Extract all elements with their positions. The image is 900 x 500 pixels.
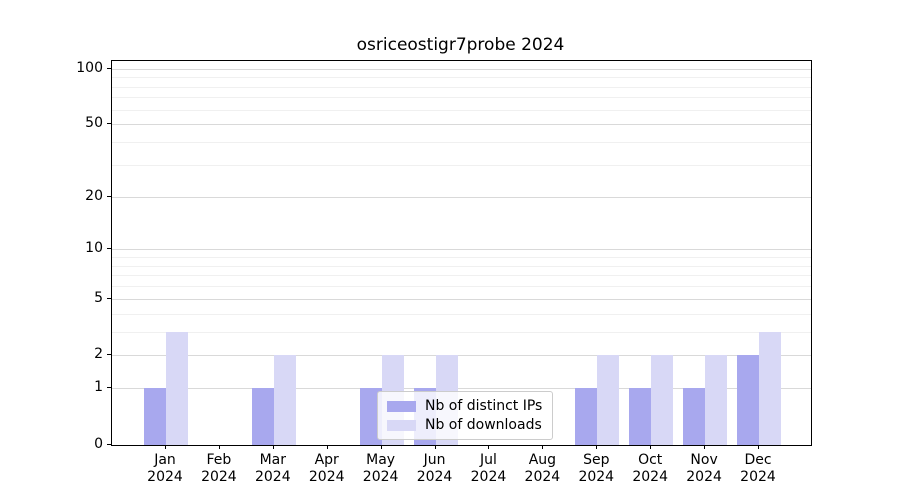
y-tick-mark [107,297,111,299]
major-gridline [112,249,811,251]
y-tick-label-100: 100 [76,59,103,76]
x-tick-label-apr: Apr 2024 [295,452,359,486]
x-tick-year: 2024 [416,469,453,485]
bar-dec-s1 [758,331,781,445]
legend-label-distinct-ips: Nb of distinct IPs [425,398,543,414]
y-tick-mark [107,354,111,356]
x-tick-label-feb: Feb 2024 [187,452,251,486]
y-tick-label-10: 10 [85,240,103,257]
x-tick-mark [596,445,598,449]
x-tick-year: 2024 [740,469,776,485]
minor-gridline [112,142,811,144]
legend-swatch-distinct-ips [387,400,416,412]
y-tick-label-50: 50 [85,115,103,132]
y-tick-mark [107,67,111,69]
x-tick-label-nov: Nov 2024 [672,452,736,486]
minor-gridline [112,313,811,315]
major-gridline [112,124,811,126]
x-tick-year: 2024 [686,469,722,485]
x-tick-year: 2024 [308,469,345,485]
bar-jan-s1 [166,331,188,445]
x-tick-label-jan: Jan 2024 [133,452,197,486]
minor-gridline [112,86,811,88]
x-tick-mark [434,445,436,449]
major-gridline [112,355,811,357]
x-tick-label-dec: Dec 2024 [726,452,790,486]
bar-dec-s0 [736,355,759,445]
major-gridline [112,298,811,300]
x-tick-year: 2024 [578,469,615,485]
x-tick-year: 2024 [201,469,237,485]
x-tick-mark [326,445,328,449]
x-tick-label-oct: Oct 2024 [618,452,682,486]
y-tick-label-2: 2 [94,346,103,363]
x-tick-label-jun: Jun 2024 [403,452,467,486]
major-gridline [112,68,811,70]
bar-mar-s1 [273,355,296,445]
x-tick-mark [650,445,652,449]
x-tick-year: 2024 [147,469,183,485]
minor-gridline [112,165,811,166]
x-tick-mark [704,445,706,449]
minor-gridline [112,97,811,99]
minor-gridline [112,265,811,267]
minor-gridline [112,286,811,288]
x-tick-label-jul: Jul 2024 [456,452,520,486]
major-gridline [112,196,811,198]
x-tick-year: 2024 [524,469,561,485]
y-tick-label-1: 1 [94,379,103,396]
x-tick-label-sep: Sep 2024 [564,452,628,486]
minor-gridline [112,257,811,259]
y-tick-label-5: 5 [94,289,103,306]
x-tick-year: 2024 [470,469,507,485]
bar-jan-s0 [144,388,166,445]
y-tick-mark [107,195,111,197]
minor-gridline [112,275,811,277]
x-tick-mark [272,445,274,449]
x-tick-mark [542,445,544,449]
chart-title: osriceostigr7probe 2024 [356,35,565,55]
x-tick-year: 2024 [254,469,291,485]
y-tick-mark [107,387,111,389]
x-tick-mark [380,445,382,449]
minor-gridline [112,331,811,333]
x-tick-mark [757,445,759,449]
bar-may-s0 [359,388,382,445]
legend: Nb of distinct IPs Nb of downloads [377,391,554,440]
y-tick-mark [107,248,111,250]
bar-sep-s1 [597,355,620,445]
minor-gridline [112,109,811,111]
bar-nov-s1 [705,355,728,445]
bar-oct-s0 [629,388,652,445]
plot-area: Nb of distinct IPs Nb of downloads [111,60,812,446]
y-tick-label-20: 20 [85,187,103,204]
x-tick-label-mar: Mar 2024 [241,452,305,486]
legend-item-distinct-ips: Nb of distinct IPs [387,398,542,414]
bar-mar-s0 [251,388,274,445]
x-tick-mark [488,445,490,449]
legend-swatch-downloads [387,419,416,431]
y-tick-mark [107,123,111,125]
x-tick-label-aug: Aug 2024 [510,452,574,486]
bar-oct-s1 [651,355,674,445]
x-tick-label-may: May 2024 [349,452,413,486]
x-tick-mark [165,445,166,449]
legend-item-downloads: Nb of downloads [387,417,542,433]
major-gridline [112,388,811,390]
x-tick-mark [218,445,220,449]
minor-gridline [112,77,811,79]
y-tick-label-0: 0 [94,436,103,452]
bar-nov-s0 [683,388,706,445]
legend-label-downloads: Nb of downloads [425,417,542,433]
bar-sep-s0 [575,388,598,445]
x-tick-year: 2024 [632,469,668,485]
x-tick-year: 2024 [362,469,399,485]
y-tick-mark [107,444,111,445]
